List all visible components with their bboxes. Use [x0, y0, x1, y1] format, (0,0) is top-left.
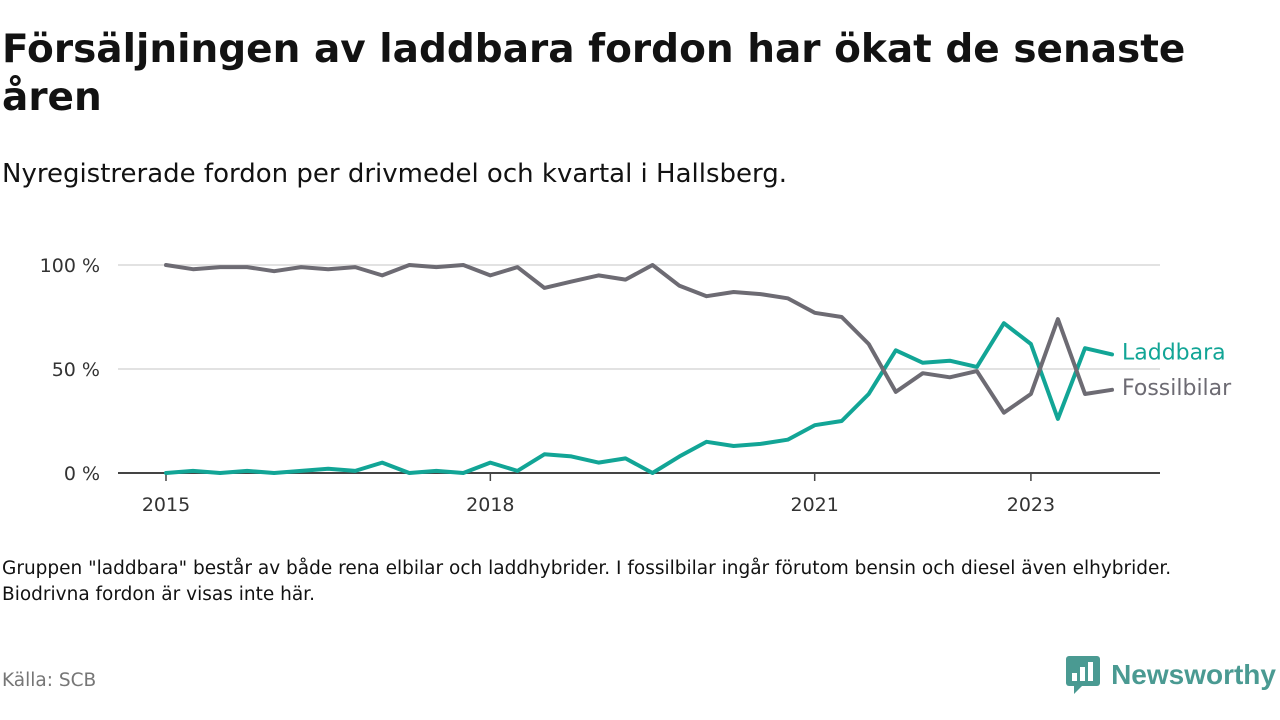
series-line-laddbara [164, 321, 1114, 475]
brand-name: Newsworthy [1111, 659, 1276, 690]
source-label: Källa: SCB [2, 670, 97, 691]
y-tick-label: 50 % [52, 359, 100, 381]
series-label-fossilbilar: Fossilbilar [1122, 376, 1232, 401]
grid-layer [118, 264, 1160, 370]
x-tick-label: 2023 [1007, 494, 1055, 516]
x-tick-label: 2015 [142, 494, 190, 516]
newsworthy-logo-icon [1066, 656, 1101, 694]
line-chart: 0 % 50 % 100 % 2015 2018 2021 2023 Laddbara Foss… [40, 255, 1233, 516]
x-tick-label: 2018 [466, 494, 514, 516]
y-tick-label: 100 % [40, 255, 100, 277]
footnote: Gruppen "laddbara" består av både rena e… [2, 558, 1172, 605]
chart-title: Försäljningen av laddbara fordon har öka… [2, 27, 1186, 120]
series-layer [164, 263, 1114, 475]
series-line-fossilbilar [164, 263, 1114, 415]
brand-logo: Newsworthy [1065, 655, 1276, 695]
series-label-laddbara: Laddbara [1122, 340, 1226, 365]
y-tick-label: 0 % [64, 463, 100, 485]
chart-subtitle: Nyregistrerade fordon per drivmedel och … [2, 159, 788, 189]
label-layer: 0 % 50 % 100 % 2015 2018 2021 2023 Laddbara Foss… [40, 255, 1233, 516]
x-tick-label: 2021 [791, 494, 839, 516]
